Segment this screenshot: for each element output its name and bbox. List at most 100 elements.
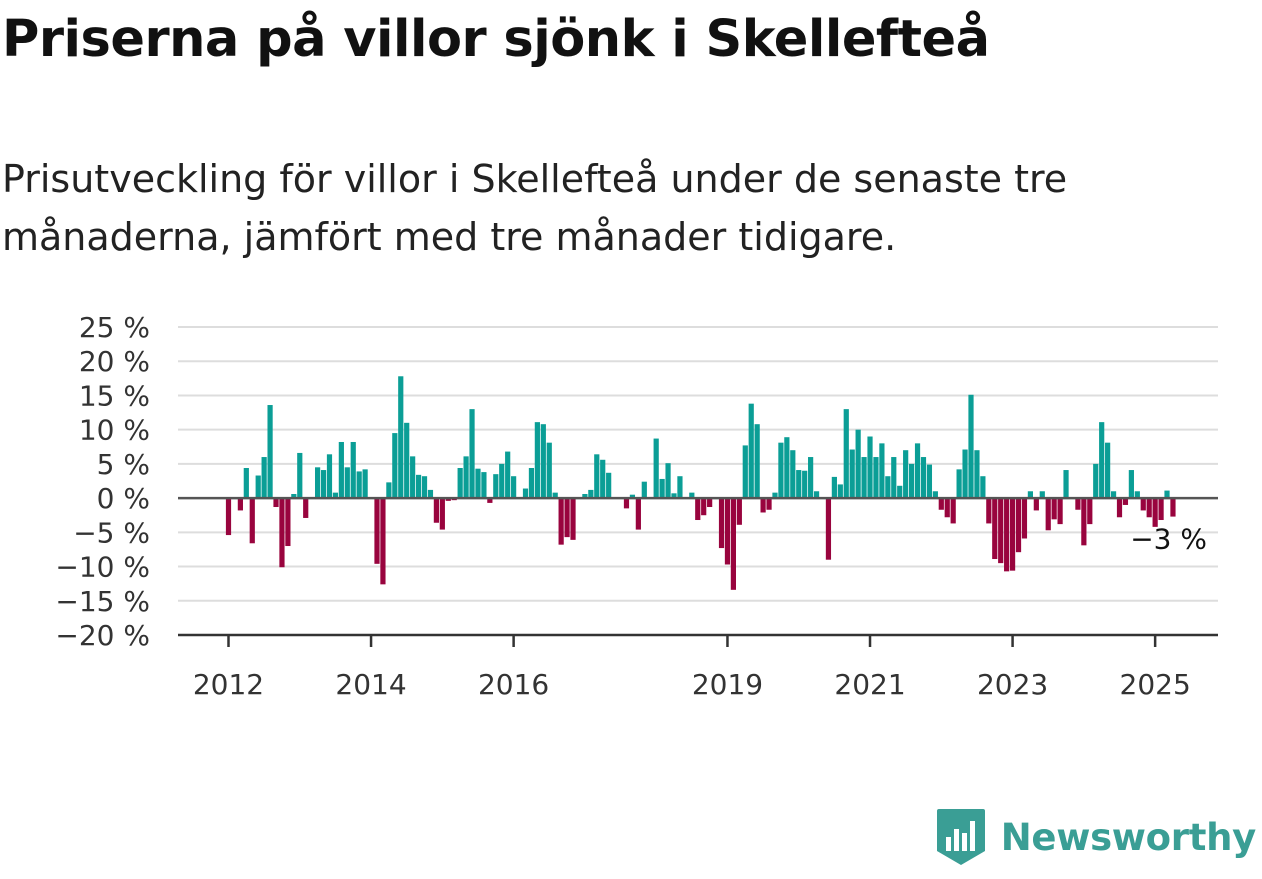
bar — [748, 403, 754, 499]
bar — [808, 457, 814, 499]
bar — [730, 498, 736, 590]
bar — [926, 464, 933, 499]
bar — [909, 463, 915, 499]
bar — [427, 489, 434, 499]
bar — [303, 498, 309, 518]
bar — [897, 485, 903, 499]
bar — [398, 376, 404, 499]
bar — [511, 476, 517, 499]
bar — [671, 493, 677, 499]
bar — [374, 498, 380, 564]
y-tick-label: −5 % — [73, 516, 150, 549]
bar — [410, 456, 416, 499]
bar — [778, 442, 784, 499]
bar — [1027, 491, 1033, 499]
x-tick-label: 2014 — [335, 668, 406, 701]
bar — [932, 491, 938, 499]
chart-title: Priserna på villor sjönk i Skellefteå — [2, 10, 990, 69]
bar — [796, 470, 802, 499]
bar — [564, 498, 570, 538]
bar — [1021, 498, 1028, 539]
axes — [178, 496, 1218, 647]
bar — [243, 468, 249, 499]
bar — [1039, 491, 1045, 499]
bar — [1075, 498, 1081, 510]
bar — [903, 450, 909, 499]
bar — [439, 498, 445, 530]
bar — [522, 488, 529, 499]
bar — [813, 491, 820, 499]
chart-subtitle: Prisutveckling för villor i Skellefteå u… — [2, 157, 1068, 259]
bar — [267, 405, 273, 499]
bar — [843, 409, 849, 499]
bar — [998, 498, 1004, 564]
bar — [742, 445, 748, 499]
bar — [528, 468, 535, 499]
bar — [962, 449, 968, 499]
bar — [855, 429, 861, 499]
bar — [701, 498, 707, 516]
bar — [463, 456, 469, 499]
bar — [1134, 491, 1140, 499]
bar — [938, 498, 944, 510]
bar — [362, 469, 368, 499]
bar — [475, 468, 481, 499]
bar — [534, 422, 540, 499]
bar — [344, 467, 350, 499]
bar — [582, 494, 588, 499]
latest-value-label: −3 % — [1130, 523, 1207, 556]
bar — [790, 450, 796, 499]
y-tick-label: 15 % — [79, 379, 150, 412]
bar — [540, 424, 546, 499]
bar — [338, 441, 344, 499]
bar — [356, 471, 362, 499]
bar — [1009, 498, 1016, 571]
bar — [766, 498, 772, 510]
y-tick-label: 25 % — [79, 311, 150, 344]
bar — [623, 498, 630, 509]
bar — [754, 424, 760, 499]
bar — [1140, 498, 1146, 511]
bar — [1093, 463, 1099, 499]
bar — [920, 457, 927, 499]
bar — [629, 494, 636, 499]
bar — [659, 478, 665, 499]
y-tick-label: −20 % — [55, 619, 150, 652]
bar — [1045, 498, 1051, 531]
bar — [552, 492, 558, 499]
bar — [914, 443, 921, 499]
bar — [1158, 498, 1164, 521]
bar — [825, 498, 832, 560]
bar — [974, 450, 980, 499]
bar — [1164, 490, 1170, 499]
y-tick-label: 0 % — [97, 482, 150, 515]
bar — [481, 472, 487, 499]
bar — [1057, 498, 1063, 525]
bar — [350, 441, 356, 499]
bar — [225, 498, 232, 536]
y-tick-label: −10 % — [55, 551, 150, 584]
y-tick-label: 5 % — [97, 448, 150, 481]
bar — [493, 474, 499, 499]
bar — [879, 443, 885, 499]
bar — [944, 498, 950, 518]
bar — [1170, 498, 1176, 517]
bar — [718, 498, 725, 549]
bar — [653, 438, 659, 499]
bar — [760, 498, 766, 513]
bar — [279, 498, 285, 568]
bar — [1081, 498, 1087, 546]
bar — [315, 467, 321, 499]
bar — [802, 470, 808, 499]
bar — [380, 498, 386, 585]
bar — [950, 498, 956, 524]
bar — [665, 463, 671, 499]
bar — [1152, 498, 1158, 527]
bar — [546, 442, 552, 499]
bar — [433, 498, 439, 523]
bars — [225, 376, 1176, 590]
bar — [600, 459, 606, 499]
x-tick-label: 2025 — [1120, 668, 1191, 701]
annotations: −3 % — [1130, 523, 1207, 556]
